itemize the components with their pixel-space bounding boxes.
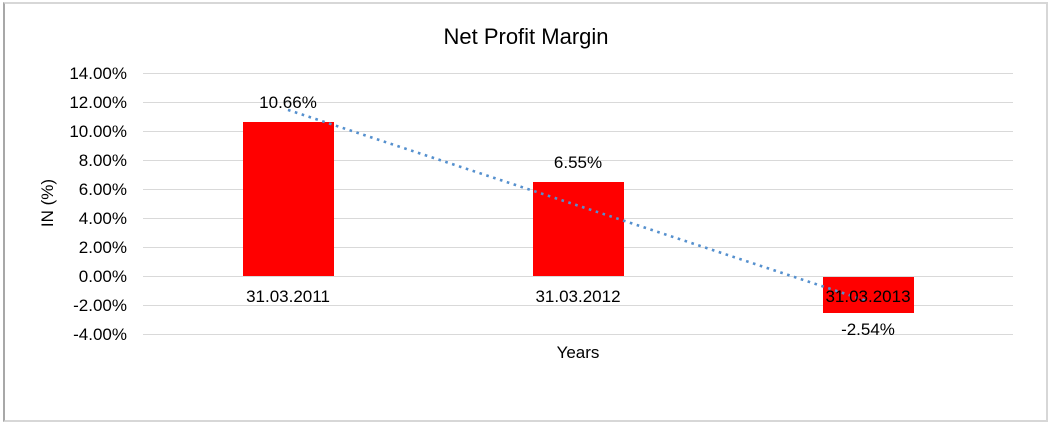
y-axis-title: IN (%) — [38, 178, 57, 228]
chart-title: Net Profit Margin — [443, 24, 609, 49]
x-axis-title: Years — [556, 343, 600, 362]
